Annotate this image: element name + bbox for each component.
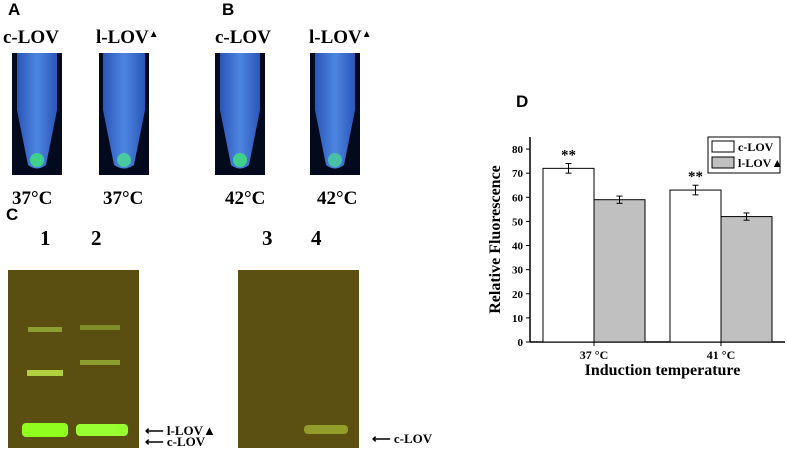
tube-label: c-LOV: [215, 27, 271, 48]
lane-label: 1: [40, 226, 51, 250]
y-tick-label: 50: [512, 216, 524, 228]
significance-mark: **: [561, 148, 576, 164]
y-tick-label: 60: [512, 192, 524, 204]
gel-band: [22, 423, 68, 437]
bar-chart: 0 10 20 30 40 50 60 70 80 ** 37 °C ** 41 °CInduction…: [487, 136, 785, 379]
legend-swatch: [711, 140, 735, 153]
y-axis-label: Relative Fluorescence: [487, 165, 504, 314]
bar: [542, 167, 595, 343]
panel-label-b: B: [222, 0, 235, 19]
x-axis-label: Induction temperature: [585, 362, 741, 379]
tube-label: l-LOV▲: [96, 27, 159, 48]
gel-left: [8, 270, 139, 448]
tube-label: l-LOV▲: [309, 27, 372, 48]
tube-photo-3: [215, 53, 265, 175]
gel-band: [80, 360, 120, 365]
legend-label: c-LOV: [738, 140, 774, 154]
y-tick-label: 70: [512, 168, 524, 180]
panel-label-d: D: [516, 92, 529, 111]
gel-band: [27, 370, 63, 376]
panel-label-c: C: [6, 205, 19, 224]
bar: [593, 199, 646, 343]
lane-label: 2: [91, 226, 102, 250]
lane-label: 4: [311, 226, 322, 250]
significance-mark: **: [688, 169, 703, 185]
tube-photo-2: [99, 53, 149, 175]
y-tick-label: 0: [518, 337, 524, 349]
arrow-label-l-lov: ⟵ l-LOV▲: [145, 423, 216, 438]
y-tick-label: 10: [512, 313, 524, 325]
y-tick-label: 40: [512, 241, 524, 253]
legend-label: l-LOV▲: [738, 156, 783, 170]
y-tick-label: 20: [512, 289, 524, 301]
lane-label: 3: [262, 226, 273, 250]
x-tick-label: 41 °C: [707, 348, 735, 362]
gel-band: [80, 325, 120, 330]
tube-label: c-LOV: [3, 27, 59, 48]
tube-photos: [12, 53, 360, 175]
tube-temp: 37°C: [12, 188, 53, 209]
y-tick-label: 80: [512, 144, 524, 156]
tube-photo-4: [310, 53, 360, 175]
gel-band: [76, 424, 128, 436]
tube-photo-1: [12, 53, 62, 175]
legend-swatch: [711, 156, 735, 169]
bar: [669, 189, 722, 343]
gel-band: [28, 327, 62, 332]
tube-temp: 42°C: [317, 188, 358, 209]
y-tick-label: 30: [512, 265, 524, 277]
x-tick-label: 37 °C: [580, 348, 608, 362]
gel-band: [304, 425, 348, 434]
tube-temp: 37°C: [103, 188, 144, 209]
panel-label-a: A: [8, 0, 21, 19]
arrow-label-c-lov: ⟵ c-LOV: [372, 431, 433, 446]
arrow-label-c-lov: ⟵ c-LOV: [145, 434, 206, 449]
bar: [720, 216, 773, 343]
gel-right: [238, 270, 359, 448]
tube-temp: 42°C: [225, 188, 266, 209]
